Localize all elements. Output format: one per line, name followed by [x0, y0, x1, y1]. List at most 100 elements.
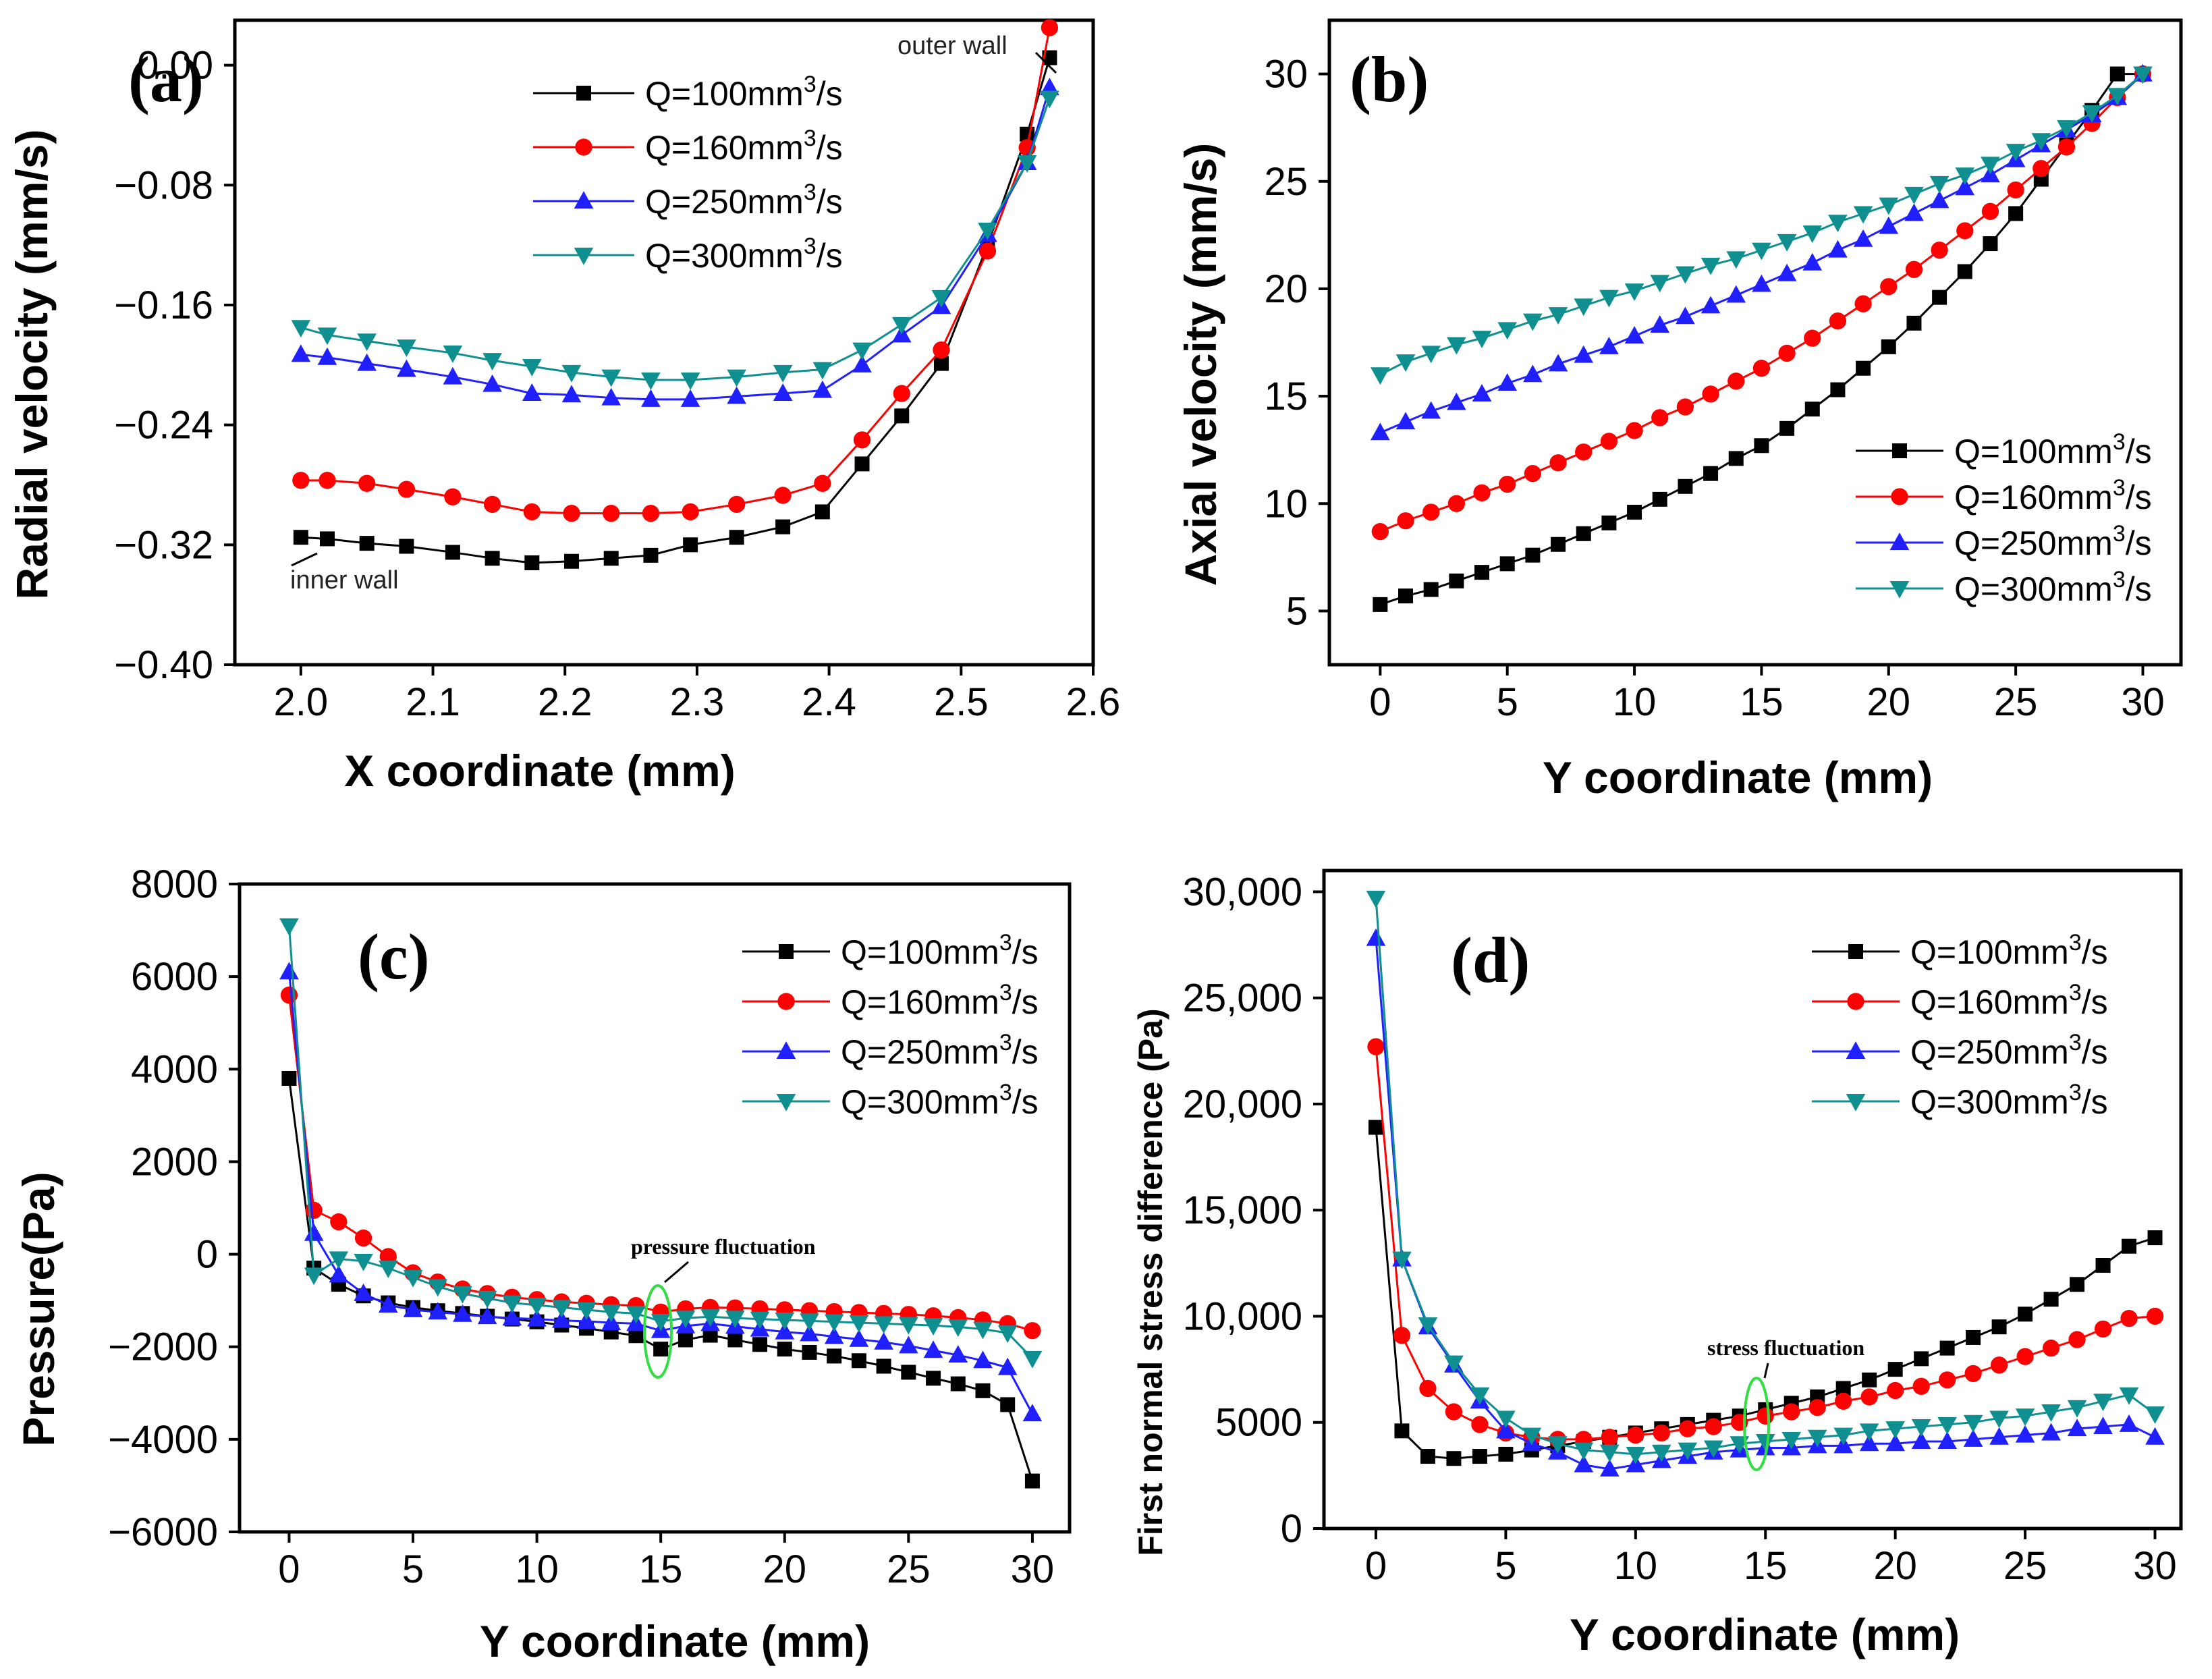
- legend-marker-a-2: [574, 191, 594, 209]
- data-point-b-1: [1549, 454, 1567, 472]
- data-point-a-3: [357, 333, 377, 352]
- axes-frame-b: [1327, 18, 2183, 667]
- y-tick-label-b: 5: [1286, 589, 1308, 633]
- y-tick-label-c: 4000: [131, 1047, 218, 1091]
- data-point-d-3: [1444, 1355, 1464, 1373]
- data-point-b-2: [1676, 306, 1695, 325]
- legend-label-b-3: Q=300mm3/s: [1954, 567, 2152, 608]
- legend-marker-d-2: [1846, 1041, 1866, 1059]
- data-point-d-3: [1522, 1427, 1542, 1446]
- data-point-c-2: [378, 1295, 398, 1313]
- data-point-c-0: [975, 1383, 991, 1398]
- data-point-b-1: [1575, 443, 1593, 461]
- data-point-a-2: [397, 359, 416, 377]
- x-tick-label-d: 10: [1614, 1544, 1658, 1588]
- data-point-b-2: [1777, 263, 1797, 281]
- inner-wall-arrow: [291, 552, 318, 567]
- data-point-a-0: [564, 553, 580, 569]
- data-point-b-3: [1371, 367, 1390, 385]
- data-point-b-2: [1447, 392, 1466, 410]
- y-tick-label-b: 30: [1264, 53, 1308, 97]
- x-axis-title-b: Y coordinate (mm): [1543, 752, 1933, 802]
- plot-area-d: 0 5 10 15 20 25 30 0 5000 10,000 15,000 20,000 25,00…: [1183, 869, 2183, 1588]
- data-point-c-2: [576, 1311, 597, 1329]
- data-point-a-3: [601, 369, 621, 387]
- data-point-c-2: [948, 1345, 968, 1363]
- legend-marker-c-3: [776, 1094, 796, 1111]
- data-point-d-3: [1963, 1414, 1983, 1433]
- data-point-a-2: [561, 385, 582, 403]
- data-point-b-3: [1904, 186, 1924, 204]
- y-tick-label-a: −0.40: [114, 643, 213, 687]
- data-point-c-2: [428, 1302, 448, 1320]
- data-point-a-3: [522, 359, 542, 377]
- data-point-c-0: [702, 1327, 718, 1343]
- plot-area-c: 0 5 10 15 20 25 30 8000 6000 4000 2000 0 −2000 −4000 −…: [108, 862, 1072, 1591]
- annotation-stress-fluctuation: stress fluctuation: [1707, 1336, 1864, 1360]
- legend-label-a-1: Q=160mm3/s: [645, 126, 843, 167]
- data-point-d-0: [1887, 1362, 1903, 1377]
- data-point-a-0: [933, 356, 949, 371]
- data-point-d-0: [2147, 1230, 2163, 1246]
- data-point-d-1: [1964, 1365, 1982, 1383]
- data-point-b-1: [1499, 475, 1516, 493]
- data-point-b-0: [1627, 504, 1642, 520]
- data-point-c-3: [651, 1314, 671, 1331]
- y-axis-title-b: Axial velocity (mm/s): [1176, 143, 1225, 586]
- data-point-d-3: [1366, 890, 1386, 908]
- y-axis-title-c: Pressure(Pa): [13, 1172, 63, 1446]
- series-line-a-3: [300, 97, 1051, 381]
- y-tick-label-d: 25,000: [1183, 976, 1302, 1020]
- y-tick-label-a: −0.16: [114, 283, 213, 327]
- chart-c: 0 5 10 15 20 25 30 8000 6000 4000 2000 0 −2000 −4000 −…: [13, 862, 1072, 1666]
- data-point-b-0: [1957, 264, 1972, 279]
- legend-marker-b-1: [1891, 488, 1908, 505]
- x-tick-label-b: 25: [1994, 680, 2038, 724]
- data-point-b-3: [1701, 257, 1721, 275]
- data-point-d-2: [2145, 1427, 2165, 1445]
- data-point-b-3: [1624, 283, 1644, 301]
- data-point-a-3: [397, 339, 416, 358]
- data-point-a-1: [292, 472, 310, 489]
- series-line-a-0: [300, 57, 1051, 564]
- data-point-c-3: [824, 1314, 844, 1332]
- data-point-b-2: [1523, 364, 1543, 383]
- data-point-a-1: [814, 474, 831, 492]
- data-point-d-1: [1627, 1426, 1644, 1444]
- x-tick-label-a: 2.0: [274, 680, 329, 724]
- data-point-b-2: [1701, 296, 1721, 314]
- legend-marker-d-1: [1847, 993, 1864, 1010]
- x-tick-label-a: 2.5: [934, 680, 989, 724]
- y-tick-label-a: −0.24: [114, 404, 213, 447]
- x-tick-label-a: 2.4: [802, 680, 856, 724]
- data-point-b-1: [1676, 398, 1694, 416]
- data-point-a-0: [359, 536, 375, 551]
- data-point-b-0: [1474, 565, 1490, 580]
- data-point-d-3: [1496, 1410, 1516, 1429]
- y-tick-label-c: 6000: [131, 955, 218, 999]
- data-point-b-3: [2006, 144, 2026, 162]
- data-point-a-1: [397, 480, 416, 498]
- x-tick-label-d: 30: [2133, 1544, 2177, 1588]
- data-point-b-3: [1802, 225, 1823, 243]
- data-point-b-1: [1397, 512, 1414, 530]
- data-point-b-3: [1421, 346, 1441, 364]
- y-tick-label-c: 2000: [131, 1140, 218, 1184]
- x-tick-label-c: 0: [278, 1547, 300, 1591]
- data-point-d-0: [1966, 1329, 1981, 1345]
- data-point-c-3: [725, 1311, 745, 1329]
- x-tick-label-d: 0: [1365, 1544, 1387, 1588]
- data-point-d-3: [1548, 1436, 1568, 1454]
- data-point-a-0: [894, 408, 910, 424]
- data-point-b-3: [2082, 105, 2102, 123]
- data-point-c-0: [1024, 1473, 1040, 1489]
- data-point-a-0: [643, 547, 659, 563]
- y-tick-label-c: −4000: [108, 1418, 218, 1462]
- stress-fluctuation-arrow: [1763, 1363, 1769, 1379]
- data-point-c-0: [827, 1348, 842, 1364]
- x-tick-label-d: 5: [1495, 1544, 1516, 1588]
- data-point-c-2: [800, 1323, 819, 1342]
- data-point-b-2: [1421, 401, 1441, 419]
- data-point-b-0: [1754, 438, 1769, 453]
- data-point-d-1: [2042, 1340, 2060, 1357]
